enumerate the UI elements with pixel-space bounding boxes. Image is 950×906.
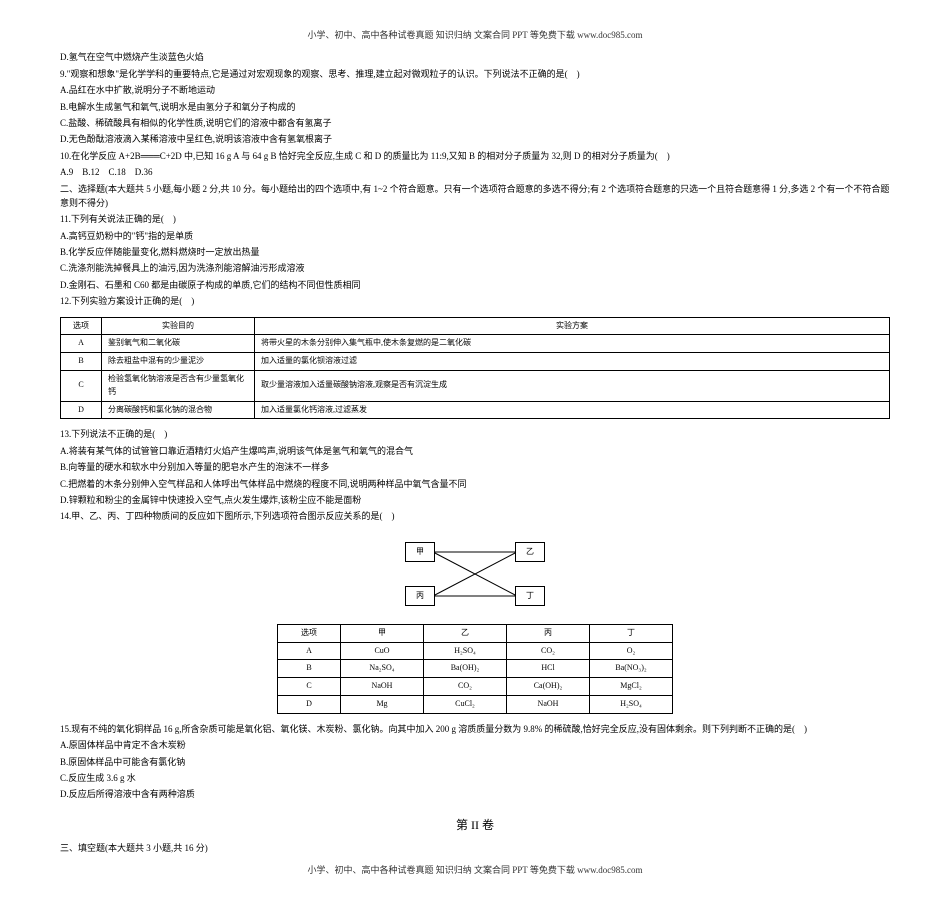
- q11-option-c: C.洗涤剂能洗掉餐具上的油污,因为洗涤剂能溶解油污形成溶液: [60, 261, 890, 275]
- q12-cell: 将带火星的木条分别伸入集气瓶中,使木条复燃的是二氧化碳: [255, 335, 890, 353]
- q11-option-a: A.高钙豆奶粉中的"钙"指的是单质: [60, 229, 890, 243]
- q14-stem: 14.甲、乙、丙、丁四种物质间的反应如下图所示,下列选项符合图示反应关系的是( …: [60, 509, 890, 523]
- q14-cell: D: [278, 695, 341, 713]
- q12-cell: B: [61, 353, 102, 371]
- q14-cell: B: [278, 660, 341, 678]
- q14-th-option: 选项: [278, 624, 341, 642]
- q12-table: 选项 实验目的 实验方案 A 鉴别氧气和二氧化碳 将带火星的木条分别伸入集气瓶中…: [60, 317, 890, 420]
- q12-th-option: 选项: [61, 317, 102, 335]
- q12-cell: 鉴别氧气和二氧化碳: [102, 335, 255, 353]
- q10-option-d: D.36: [135, 167, 153, 177]
- q14-cell: A: [278, 642, 341, 660]
- q11-option-d: D.金刚石、石墨和 C60 都是由碳原子构成的单质,它们的结构不同但性质相同: [60, 278, 890, 292]
- section-2-instructions: 二、选择题(本大题共 5 小题,每小题 2 分,共 10 分。每小题给出的四个选…: [60, 182, 890, 211]
- q10-stem: 10.在化学反应 A+2B═══C+2D 中,已知 16 g A 与 64 g …: [60, 149, 890, 163]
- q13-option-d: D.锌颗粒和粉尘的金属锌中快速投入空气,点火发生爆炸,该粉尘应不能是面粉: [60, 493, 890, 507]
- q15-option-d: D.反应后所得溶液中含有两种溶质: [60, 787, 890, 801]
- q14-cell: Ba(OH)₂: [424, 660, 507, 678]
- q12-cell: D: [61, 401, 102, 419]
- q8-option-d: D.氢气在空气中燃烧产生淡蓝色火焰: [60, 50, 890, 64]
- q15-stem: 15.现有不纯的氧化铜样品 16 g,所含杂质可能是氧化铝、氧化镁、木炭粉、氯化…: [60, 722, 890, 736]
- q14-cell: CO₂: [507, 642, 590, 660]
- q14-cell: HCl: [507, 660, 590, 678]
- q14-cell: H₂SO₄: [590, 695, 673, 713]
- section-3-instructions: 三、填空题(本大题共 3 小题,共 16 分): [60, 841, 890, 855]
- q15-option-a: A.原固体样品中肯定不含木炭粉: [60, 738, 890, 752]
- diagram-box-yi: 乙: [515, 542, 545, 562]
- q10-option-c: C.18: [109, 167, 126, 177]
- page-header: 小学、初中、高中各种试卷真题 知识归纳 文案合同 PPT 等免费下载 www.d…: [60, 28, 890, 42]
- q12-cell: 除去粗盐中混有的少量泥沙: [102, 353, 255, 371]
- q9-stem: 9."观察和想象"是化学学科的重要特点,它是通过对宏观现象的观察、思考、推理,建…: [60, 67, 890, 81]
- q14-cell: Mg: [341, 695, 424, 713]
- q14-table: 选项 甲 乙 丙 丁 A CuO H₂SO₄ CO₂ O₂ B Na₂SO₄ B…: [277, 624, 673, 714]
- table-row: A CuO H₂SO₄ CO₂ O₂: [278, 642, 673, 660]
- q12-cell: C: [61, 371, 102, 402]
- q14-cell: CO₂: [424, 678, 507, 696]
- table-row: D 分离碳酸钙和氯化钠的混合物 加入适量氯化钙溶液,过滤蒸发: [61, 401, 890, 419]
- q12-th-purpose: 实验目的: [102, 317, 255, 335]
- q9-option-d: D.无色酚酞溶液滴入某稀溶液中呈红色,说明该溶液中含有氢氧根离子: [60, 132, 890, 146]
- q14-cell: NaOH: [341, 678, 424, 696]
- q14-diagram: 甲 乙 丙 丁: [385, 534, 565, 614]
- q14-cell: MgCl₂: [590, 678, 673, 696]
- q14-th-bing: 丙: [507, 624, 590, 642]
- q14-cell: CuO: [341, 642, 424, 660]
- q11-option-b: B.化学反应伴随能量变化,燃料燃烧时一定放出热量: [60, 245, 890, 259]
- q9-option-c: C.盐酸、稀硫酸具有相似的化学性质,说明它们的溶液中都含有氢离子: [60, 116, 890, 130]
- q15-option-c: C.反应生成 3.6 g 水: [60, 771, 890, 785]
- q14-th-yi: 乙: [424, 624, 507, 642]
- q13-option-b: B.向等量的硬水和软水中分别加入等量的肥皂水产生的泡沫不一样多: [60, 460, 890, 474]
- q14-th-ding: 丁: [590, 624, 673, 642]
- table-row: C 检验氢氧化钠溶液是否含有少量氢氧化钙 取少量溶液加入适量碳酸钠溶液,观察是否…: [61, 371, 890, 402]
- q12-cell: 加入适量的氯化钡溶液过滤: [255, 353, 890, 371]
- diagram-box-jia: 甲: [405, 542, 435, 562]
- page-footer: 小学、初中、高中各种试卷真题 知识归纳 文案合同 PPT 等免费下载 www.d…: [60, 863, 890, 877]
- q13-option-a: A.将装有某气体的试管管口靠近酒精灯火焰产生爆鸣声,说明该气体是氢气和氧气的混合…: [60, 444, 890, 458]
- table-row: A 鉴别氧气和二氧化碳 将带火星的木条分别伸入集气瓶中,使木条复燃的是二氧化碳: [61, 335, 890, 353]
- table-row: C NaOH CO₂ Ca(OH)₂ MgCl₂: [278, 678, 673, 696]
- table-row: B Na₂SO₄ Ba(OH)₂ HCl Ba(NO₃)₂: [278, 660, 673, 678]
- q12-cell: A: [61, 335, 102, 353]
- section-2-title: 第 II 卷: [60, 816, 890, 835]
- q14-cell: Ba(NO₃)₂: [590, 660, 673, 678]
- q12-cell: 检验氢氧化钠溶液是否含有少量氢氧化钙: [102, 371, 255, 402]
- q9-option-b: B.电解水生成氢气和氧气,说明水是由氢分子和氧分子构成的: [60, 100, 890, 114]
- q14-cell: Ca(OH)₂: [507, 678, 590, 696]
- table-row: D Mg CuCl₂ NaOH H₂SO₄: [278, 695, 673, 713]
- q12-cell: 加入适量氯化钙溶液,过滤蒸发: [255, 401, 890, 419]
- q9-option-a: A.品红在水中扩散,说明分子不断地运动: [60, 83, 890, 97]
- q10-options: A.9 B.12 C.18 D.36: [60, 165, 890, 179]
- q12-stem: 12.下列实验方案设计正确的是( ): [60, 294, 890, 308]
- q13-stem: 13.下列说法不正确的是( ): [60, 427, 890, 441]
- q12-cell: 分离碳酸钙和氯化钠的混合物: [102, 401, 255, 419]
- q14-cell: NaOH: [507, 695, 590, 713]
- q10-option-b: B.12: [82, 167, 99, 177]
- q14-cell: Na₂SO₄: [341, 660, 424, 678]
- q12-th-plan: 实验方案: [255, 317, 890, 335]
- q14-cell: O₂: [590, 642, 673, 660]
- table-row: B 除去粗盐中混有的少量泥沙 加入适量的氯化钡溶液过滤: [61, 353, 890, 371]
- q13-option-c: C.把燃着的木条分别伸入空气样品和人体呼出气体样品中燃烧的程度不同,说明两种样品…: [60, 477, 890, 491]
- q14-cell: CuCl₂: [424, 695, 507, 713]
- diagram-box-bing: 丙: [405, 586, 435, 606]
- q15-option-b: B.原固体样品中可能含有氯化钠: [60, 755, 890, 769]
- q14-th-jia: 甲: [341, 624, 424, 642]
- q10-option-a: A.9: [60, 167, 73, 177]
- q12-cell: 取少量溶液加入适量碳酸钠溶液,观察是否有沉淀生成: [255, 371, 890, 402]
- q11-stem: 11.下列有关说法正确的是( ): [60, 212, 890, 226]
- diagram-box-ding: 丁: [515, 586, 545, 606]
- q14-cell: H₂SO₄: [424, 642, 507, 660]
- q14-cell: C: [278, 678, 341, 696]
